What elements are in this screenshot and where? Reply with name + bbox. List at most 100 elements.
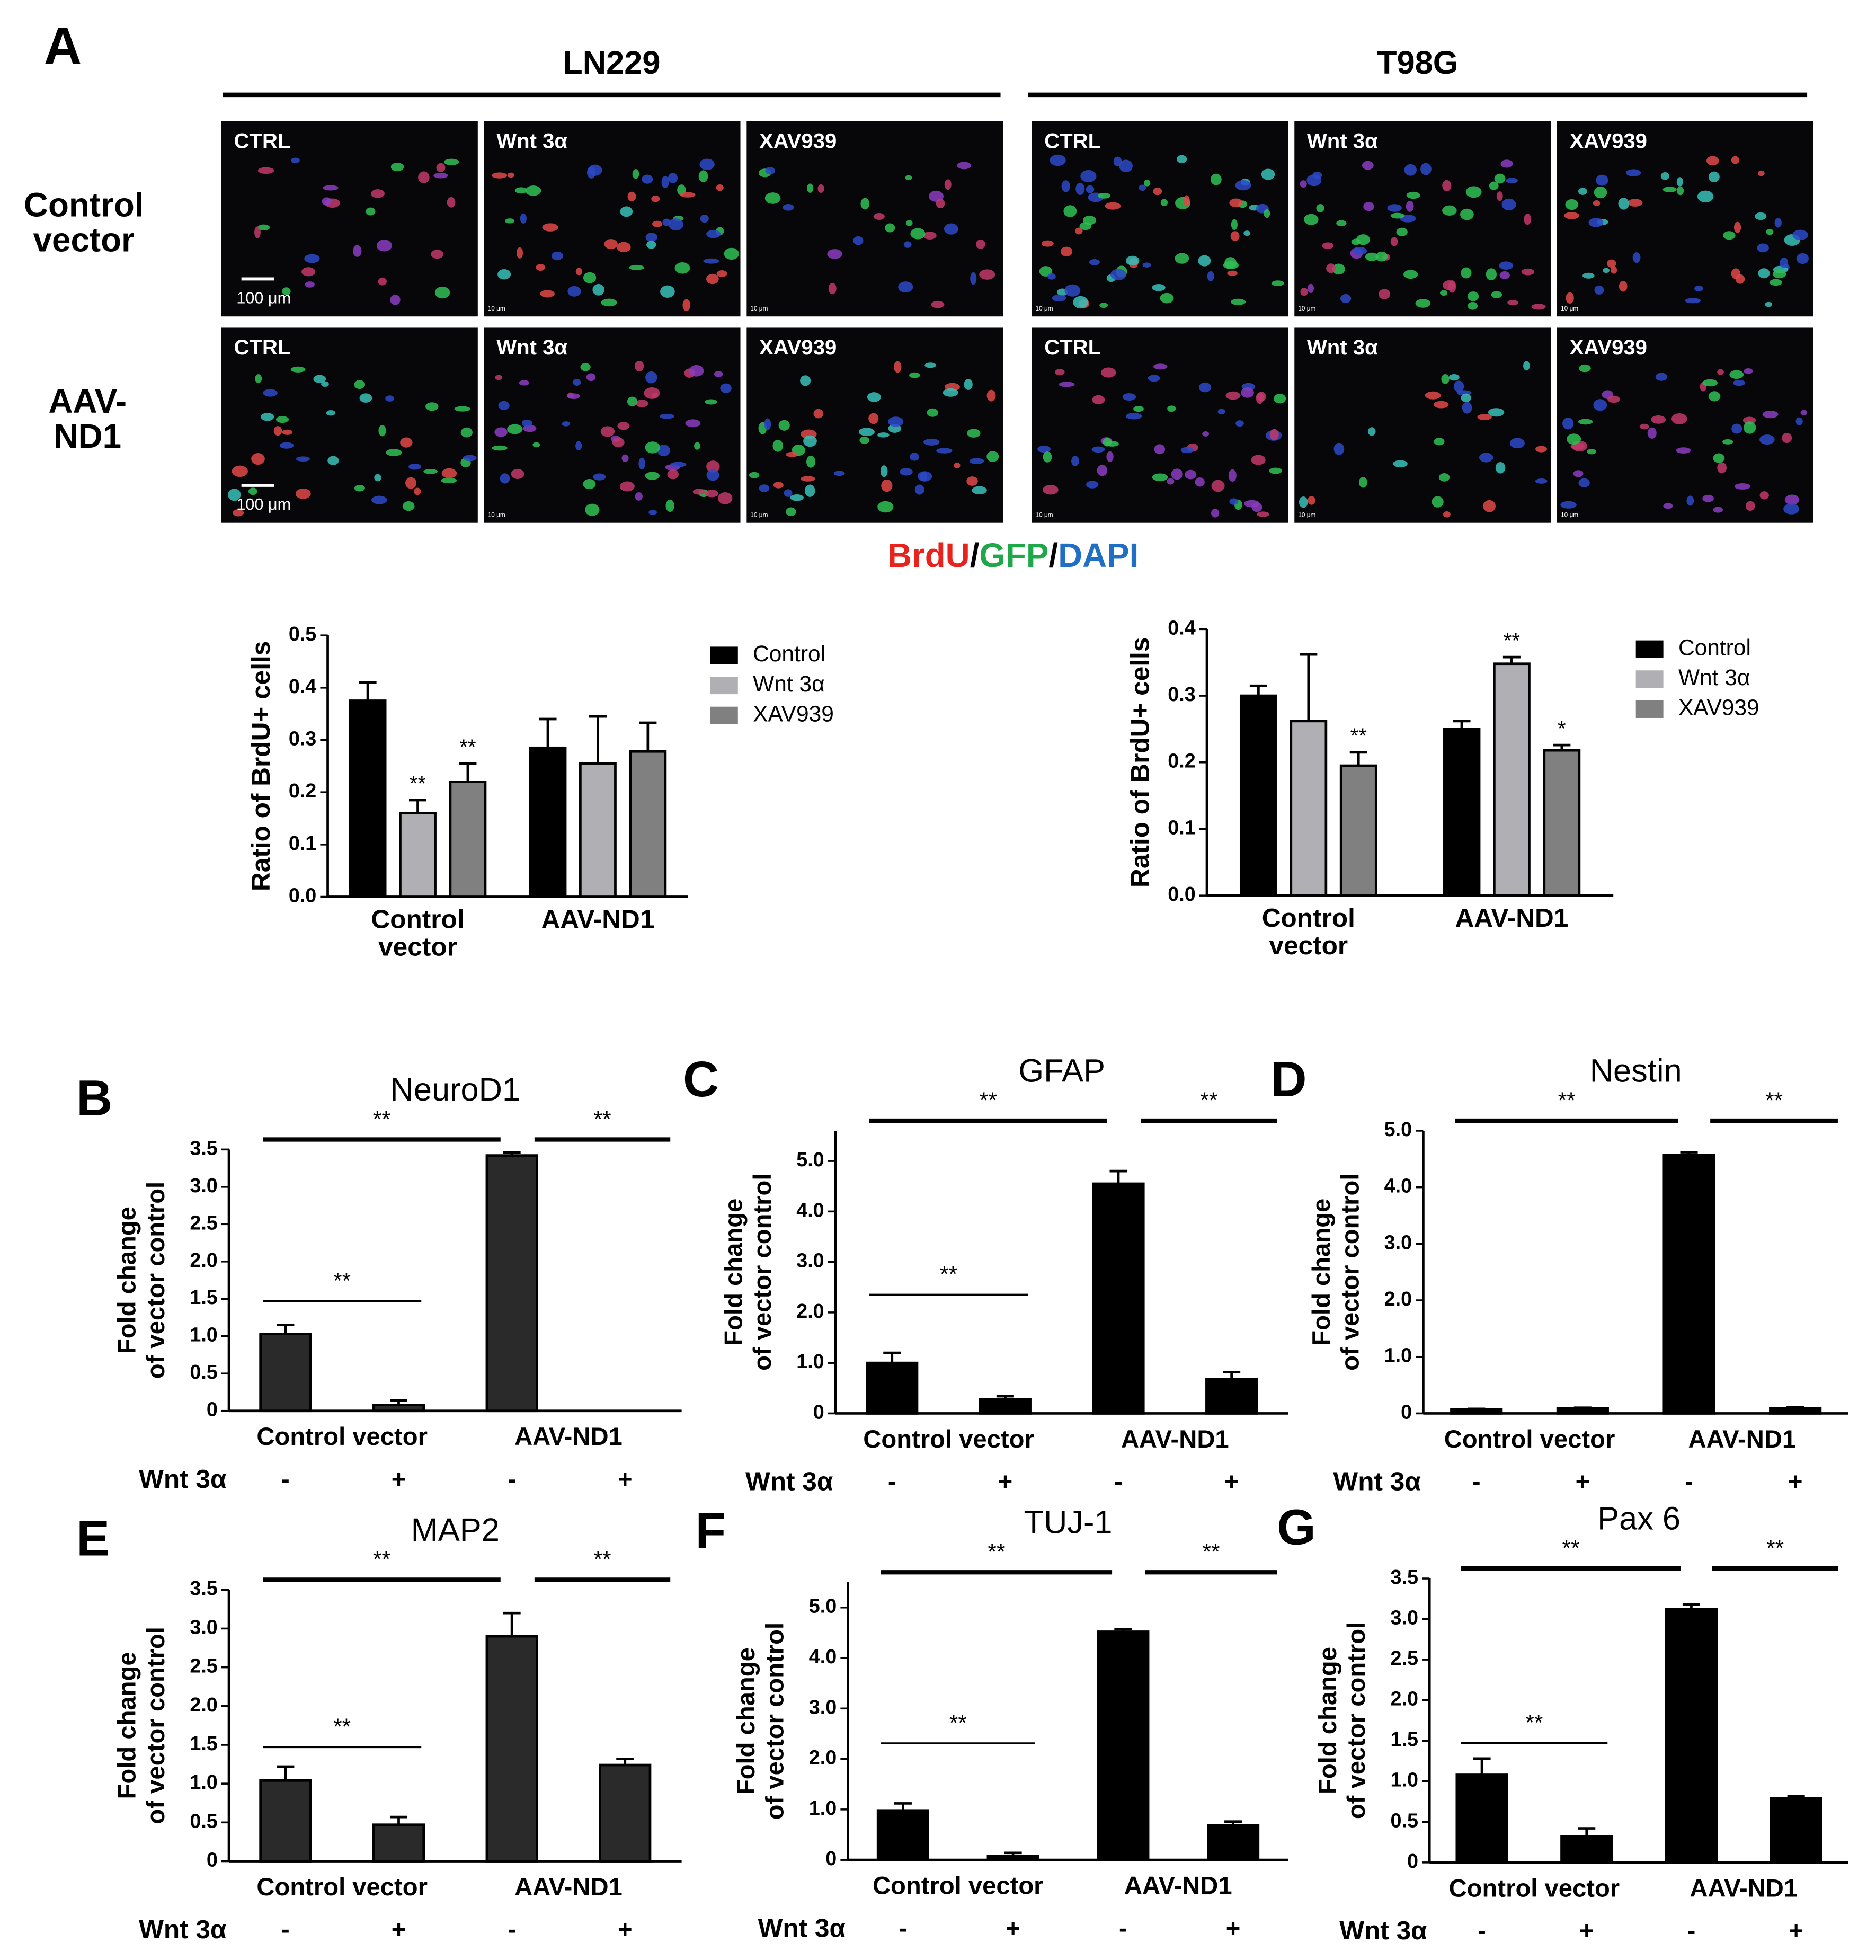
x-tick-label: - xyxy=(508,1465,516,1493)
cell xyxy=(1356,234,1370,245)
cell xyxy=(1073,296,1088,309)
cell xyxy=(353,245,362,257)
cell xyxy=(251,453,265,465)
y-axis-label: Fold change xyxy=(1308,1199,1336,1346)
cell xyxy=(1594,285,1604,295)
error-bar xyxy=(277,1324,295,1334)
significance: ** xyxy=(1525,1711,1543,1736)
significance: ** xyxy=(1765,1088,1783,1113)
x-tick-label: + xyxy=(1006,1914,1020,1943)
x-tick-label: - xyxy=(1478,1917,1486,1945)
cell xyxy=(1564,212,1580,219)
cell xyxy=(817,184,824,193)
cell xyxy=(1180,447,1194,454)
cell xyxy=(604,239,618,249)
cell xyxy=(880,465,888,477)
cell xyxy=(905,175,912,181)
row-label: Wnt 3α xyxy=(139,1464,226,1494)
significance: ** xyxy=(1766,1536,1784,1561)
x-group-label: AAV-ND1 xyxy=(1121,1425,1229,1453)
y-tick-label: 2.0 xyxy=(796,1300,824,1323)
y-tick-label: 1.5 xyxy=(190,1287,217,1309)
cell xyxy=(1491,291,1502,298)
cell xyxy=(1207,271,1214,281)
error-bar xyxy=(1680,1151,1698,1155)
cell xyxy=(1782,433,1792,444)
bar xyxy=(1205,1378,1258,1415)
cell xyxy=(1433,401,1449,409)
cell xyxy=(1461,393,1471,403)
panel-letter: F xyxy=(696,1503,726,1559)
cell xyxy=(1365,252,1379,261)
cell xyxy=(966,476,978,486)
micrograph xyxy=(484,121,741,317)
x-tick-label: + xyxy=(1789,1917,1803,1945)
cell xyxy=(378,425,386,437)
y-axis-label: Fold change xyxy=(720,1199,748,1346)
cell xyxy=(1442,180,1452,192)
y-tick-label: 1.0 xyxy=(1390,1769,1418,1792)
cell xyxy=(1300,180,1307,188)
cell xyxy=(1500,159,1513,168)
cell xyxy=(1743,421,1756,434)
cell xyxy=(263,389,278,397)
cell xyxy=(1167,478,1175,485)
y-tick-label: 5.0 xyxy=(809,1595,837,1618)
cell xyxy=(1099,303,1108,308)
cell xyxy=(273,426,282,436)
cell xyxy=(291,157,300,164)
cell xyxy=(1082,216,1097,225)
y-axis-label: of vector control xyxy=(1342,1622,1371,1819)
cell xyxy=(759,484,770,492)
cell xyxy=(1217,409,1225,415)
error-bar xyxy=(1787,1794,1805,1798)
micrograph xyxy=(1557,327,1813,523)
y-tick-label: 3.5 xyxy=(190,1137,217,1159)
cell xyxy=(964,379,973,390)
y-axis-label: Fold change xyxy=(1314,1647,1342,1794)
cell xyxy=(592,283,604,296)
cell xyxy=(764,418,771,430)
cell xyxy=(888,416,904,427)
cell xyxy=(494,427,508,437)
cell xyxy=(619,481,635,492)
y-tick-label: 2.0 xyxy=(1390,1688,1418,1710)
error-bar xyxy=(883,1351,901,1363)
micrograph xyxy=(221,327,478,523)
cell xyxy=(670,462,687,467)
image-label: XAV939 xyxy=(759,335,837,359)
cell xyxy=(390,163,404,172)
error-bar xyxy=(1553,743,1571,751)
cell xyxy=(867,392,881,402)
cell xyxy=(511,468,524,479)
bar xyxy=(1443,728,1481,897)
cell xyxy=(1610,266,1617,274)
bar xyxy=(1239,694,1277,897)
significance: ** xyxy=(594,1547,611,1572)
x-tick-label: + xyxy=(1226,1914,1241,1943)
cell xyxy=(1211,509,1220,518)
bar xyxy=(1339,764,1377,897)
cell xyxy=(1086,481,1099,489)
scale-label: 10 μm xyxy=(1561,305,1578,312)
cell xyxy=(1071,456,1079,466)
cell xyxy=(1153,187,1162,196)
y-tick-label: 0.5 xyxy=(289,623,316,645)
cell xyxy=(1578,419,1593,425)
cell xyxy=(705,399,717,405)
cell xyxy=(1064,284,1081,297)
cell xyxy=(881,480,893,492)
cell xyxy=(1420,163,1432,175)
row-label: Wnt 3α xyxy=(1339,1915,1427,1945)
cell xyxy=(586,373,596,382)
scale-label: 10 μm xyxy=(488,305,505,312)
y-tick-label: 0 xyxy=(1407,1850,1418,1873)
cell xyxy=(1783,503,1800,515)
y-tick-label: 2.0 xyxy=(1384,1288,1412,1310)
cell xyxy=(1566,433,1581,445)
significance: ** xyxy=(1350,724,1367,748)
cell xyxy=(1468,301,1478,310)
cell xyxy=(1308,496,1315,505)
cell xyxy=(1499,271,1510,279)
cell xyxy=(803,435,817,447)
